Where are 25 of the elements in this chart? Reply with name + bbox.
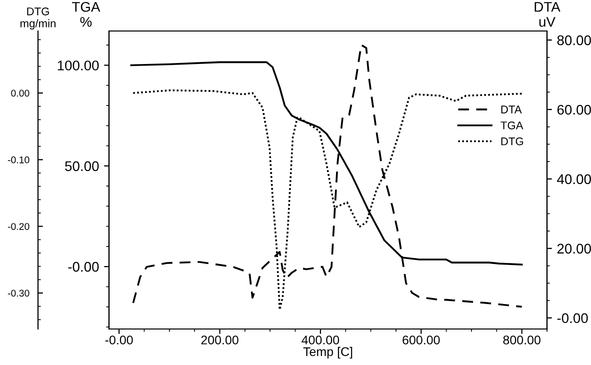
legend-label: DTG [501,137,524,146]
y2-tick-label: -0.00 [557,313,588,324]
legend-label: TGA [500,121,524,130]
y-tick-label: 100.00 [58,60,99,70]
x-tick-label: -0.00 [105,336,133,344]
y2-tick-label: 80.00 [557,35,591,46]
y3-tick-label: -0.20 [8,223,30,230]
x-tick-label: 800.00 [503,336,540,344]
y2-tick-label: 40.00 [557,174,591,184]
y2-tick-label: 20.00 [557,244,591,254]
x-tick-label: 400.00 [302,336,340,344]
y2-axis-title: DTA uV [534,2,560,27]
x-axis-title: Temp [C] [303,346,352,359]
y3-tick-label: -0.30 [8,290,30,297]
y3-tick-label: 0.00 [11,90,30,97]
legend-label: DTA [501,106,522,114]
y-axis-title: TGA % [72,2,100,27]
y-tick-label: 50.00 [65,161,99,172]
y-tick-label: -0.00 [68,262,99,272]
y2-tick-label: 60.00 [557,104,591,115]
y3-axis-title: DTG mg/min [20,7,56,30]
x-tick-label: 600.00 [402,336,440,344]
x-tick-label: 200.00 [201,336,238,344]
y3-tick-label: -0.10 [8,156,30,164]
line-series [132,44,523,308]
